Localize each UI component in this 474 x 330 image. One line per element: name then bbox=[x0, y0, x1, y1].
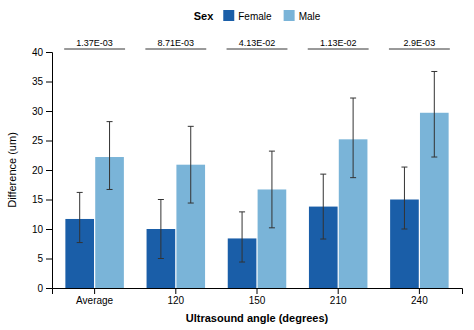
legend-swatch bbox=[223, 10, 234, 21]
y-tick: 5 bbox=[37, 253, 52, 264]
x-tick-label: 240 bbox=[411, 295, 428, 306]
y-tick-label: 20 bbox=[32, 165, 44, 176]
error-bar bbox=[107, 122, 113, 190]
x-tick: 240 bbox=[411, 288, 428, 306]
plot: 0 5 10 15 20 25 30 35 40 Average 120 150 210 240 1.37E… bbox=[6, 38, 463, 324]
annotation-underline bbox=[145, 49, 206, 50]
annotation: 4.13E-02 bbox=[239, 38, 276, 48]
error-bar bbox=[401, 167, 407, 229]
y-tick-mark bbox=[46, 52, 52, 53]
x-tick: 120 bbox=[167, 288, 184, 306]
y-tick-mark bbox=[46, 229, 52, 230]
y-tick-label: 0 bbox=[37, 283, 43, 294]
legend: Sex Female Male bbox=[194, 10, 321, 22]
y-tick-label: 25 bbox=[32, 135, 44, 146]
y-tick-mark bbox=[46, 141, 52, 142]
error-bars bbox=[77, 167, 408, 262]
error-bar bbox=[158, 200, 164, 259]
y-tick-label: 5 bbox=[37, 253, 43, 264]
y-tick-label: 35 bbox=[32, 76, 44, 87]
y-axis: 0 5 10 15 20 25 30 35 40 bbox=[32, 47, 53, 294]
error-bar bbox=[320, 174, 326, 239]
x-tick-label: Average bbox=[76, 295, 114, 306]
x-tick-label: 150 bbox=[249, 295, 266, 306]
legend-title: Sex bbox=[194, 10, 214, 22]
chart: 0 5 10 15 20 25 30 35 40 Average 120 150 210 240 1.37E… bbox=[0, 0, 474, 330]
error-bar bbox=[77, 192, 83, 242]
annotation: 1.13E-02 bbox=[320, 38, 357, 48]
x-axis-line bbox=[53, 289, 463, 295]
y-axis-title: Difference (um) bbox=[6, 132, 18, 208]
y-tick-label: 40 bbox=[32, 47, 44, 58]
y-tick: 30 bbox=[32, 106, 52, 117]
x-tick-mark bbox=[338, 288, 339, 294]
x-axis: Average 120 150 210 240 bbox=[53, 288, 463, 306]
y-tick-label: 10 bbox=[32, 224, 44, 235]
marks bbox=[65, 71, 448, 288]
y-tick-mark bbox=[46, 82, 52, 83]
y-tick-label: 15 bbox=[32, 194, 44, 205]
y-tick: 10 bbox=[32, 224, 52, 235]
annotation-underline bbox=[308, 49, 369, 50]
error-bar bbox=[269, 151, 275, 228]
x-tick: 210 bbox=[330, 288, 347, 306]
annotation: 8.71E-03 bbox=[158, 38, 195, 48]
y-tick: 35 bbox=[32, 76, 52, 87]
x-tick: 150 bbox=[249, 288, 266, 306]
x-axis-title: Ultrasound angle (degrees) bbox=[186, 312, 329, 324]
error-bar bbox=[188, 126, 194, 203]
legend-swatch bbox=[284, 10, 295, 21]
y-tick-mark bbox=[46, 288, 52, 289]
error-bar bbox=[431, 71, 437, 157]
bar-series bbox=[95, 113, 448, 288]
x-tick-label: 120 bbox=[167, 295, 184, 306]
annotations: 1.37E-03 8.71E-03 4.13E-02 1.13E-02 2.9E-03 bbox=[64, 38, 450, 49]
y-tick: 0 bbox=[37, 283, 52, 294]
y-axis-line bbox=[46, 53, 53, 289]
x-tick: Average bbox=[76, 288, 114, 306]
x-tick-mark bbox=[419, 288, 420, 294]
y-tick: 20 bbox=[32, 165, 52, 176]
y-tick: 40 bbox=[32, 47, 52, 58]
y-tick-mark bbox=[46, 259, 52, 260]
y-tick: 25 bbox=[32, 135, 52, 146]
x-tick-mark bbox=[94, 288, 95, 294]
x-tick-label: 210 bbox=[330, 295, 347, 306]
x-tick-mark bbox=[257, 288, 258, 294]
annotation-underline bbox=[64, 49, 125, 50]
error-bar bbox=[350, 98, 356, 178]
x-tick-mark bbox=[175, 288, 176, 294]
legend-label: Male bbox=[299, 11, 321, 22]
y-tick-mark bbox=[46, 200, 52, 201]
annotation-underline bbox=[227, 49, 288, 50]
y-tick-mark bbox=[46, 170, 52, 171]
annotation: 2.9E-03 bbox=[404, 38, 436, 48]
error-bar bbox=[239, 212, 245, 262]
legend-label: Female bbox=[238, 11, 272, 22]
y-tick: 15 bbox=[32, 194, 52, 205]
annotation: 1.37E-03 bbox=[76, 38, 113, 48]
y-tick-label: 30 bbox=[32, 106, 44, 117]
error-bars bbox=[107, 71, 438, 227]
y-tick-mark bbox=[46, 111, 52, 112]
annotation-underline bbox=[389, 49, 450, 50]
